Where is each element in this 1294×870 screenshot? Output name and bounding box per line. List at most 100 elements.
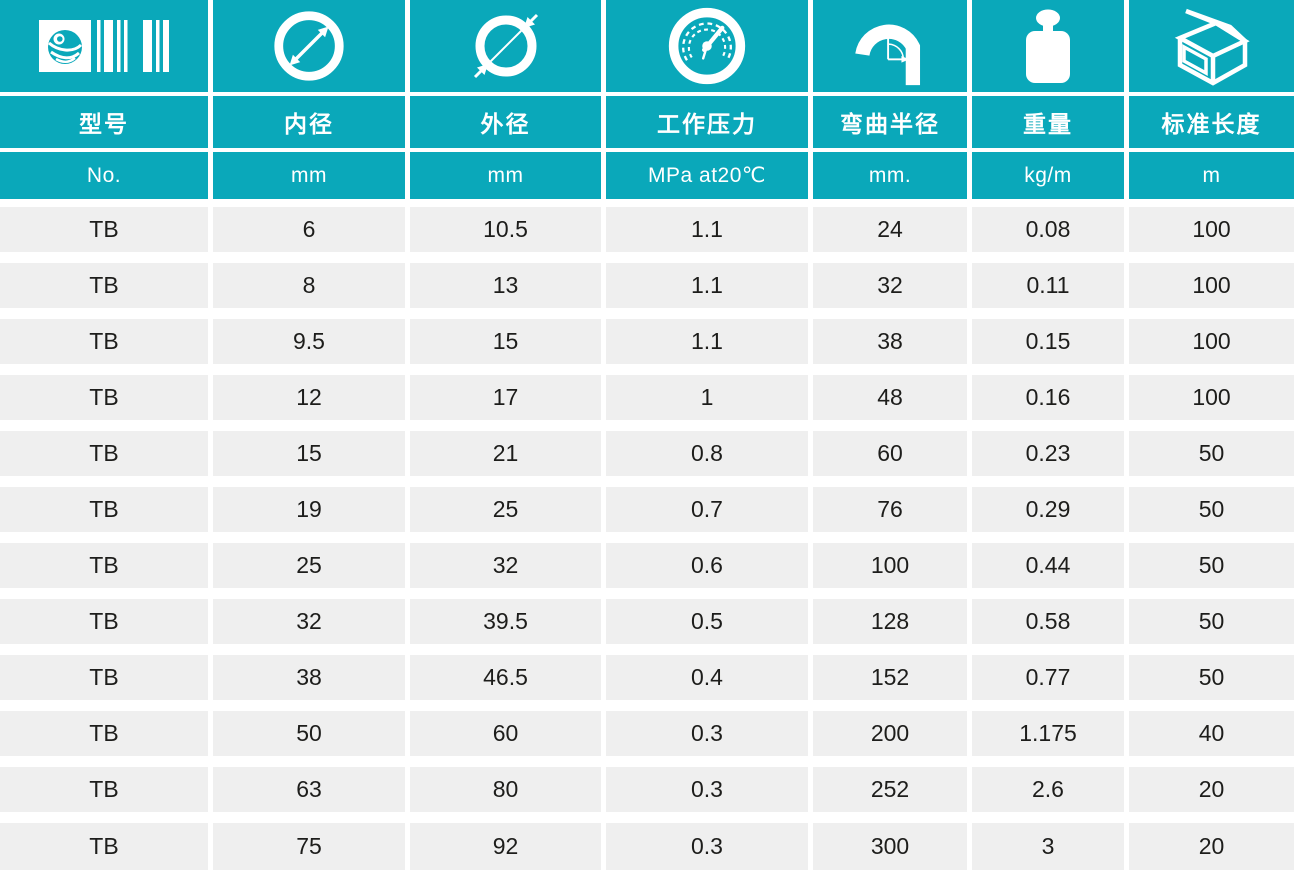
table-cell-model: TB — [0, 655, 208, 700]
table-cell-outer-diameter: 60 — [410, 711, 601, 756]
table-cell-outer-diameter: 25 — [410, 487, 601, 532]
table-cell-working-pressure: 1.1 — [606, 319, 808, 364]
table-cell-standard-length: 50 — [1129, 655, 1294, 700]
table-cell-outer-diameter: 10.5 — [410, 207, 601, 252]
table-cell-outer-diameter: 92 — [410, 823, 601, 870]
column-unit-working-pressure: MPa at20℃ — [606, 152, 808, 199]
table-cell-outer-diameter: 13 — [410, 263, 601, 308]
column-title-weight: 重量 — [972, 96, 1124, 148]
table-cell-bend-radius: 300 — [813, 823, 967, 870]
table-cell-model: TB — [0, 767, 208, 812]
table-cell-model: TB — [0, 711, 208, 756]
bend-radius-icon — [840, 5, 940, 87]
table-cell-inner-diameter: 50 — [213, 711, 405, 756]
table-cell-standard-length: 40 — [1129, 711, 1294, 756]
table-cell-bend-radius: 24 — [813, 207, 967, 252]
table-cell-bend-radius: 100 — [813, 543, 967, 588]
table-cell-standard-length: 100 — [1129, 207, 1294, 252]
column-title-standard-length: 标准长度 — [1129, 96, 1294, 148]
table-row: TB 12 17 1 48 0.16 100 — [0, 375, 1294, 420]
table-cell-working-pressure: 0.4 — [606, 655, 808, 700]
table-cell-bend-radius: 38 — [813, 319, 967, 364]
table-body: TB 6 10.5 1.1 24 0.08 100 TB 8 13 1.1 32 0.11 100 TB 9.… — [0, 207, 1294, 870]
table-cell-working-pressure: 1.1 — [606, 207, 808, 252]
table-cell-working-pressure: 0.8 — [606, 431, 808, 476]
table-cell-standard-length: 100 — [1129, 319, 1294, 364]
table-cell-bend-radius: 60 — [813, 431, 967, 476]
table-cell-weight: 2.6 — [972, 767, 1124, 812]
table-cell-weight: 0.11 — [972, 263, 1124, 308]
table-cell-working-pressure: 1 — [606, 375, 808, 420]
column-unit-standard-length: m — [1129, 152, 1294, 199]
table-row: TB 38 46.5 0.4 152 0.77 50 — [0, 655, 1294, 700]
table-cell-inner-diameter: 32 — [213, 599, 405, 644]
table-row: TB 8 13 1.1 32 0.11 100 — [0, 263, 1294, 308]
table-cell-weight: 0.16 — [972, 375, 1124, 420]
table-cell-weight: 0.15 — [972, 319, 1124, 364]
table-cell-working-pressure: 0.5 — [606, 599, 808, 644]
table-cell-working-pressure: 0.3 — [606, 823, 808, 870]
column-title-inner-diameter: 内径 — [213, 96, 405, 148]
icon-cell-inner-diameter — [213, 0, 405, 92]
inner-diameter-icon — [269, 6, 349, 86]
table-cell-working-pressure: 0.7 — [606, 487, 808, 532]
table-row: TB 25 32 0.6 100 0.44 50 — [0, 543, 1294, 588]
table-cell-inner-diameter: 6 — [213, 207, 405, 252]
column-title-model: 型号 — [0, 96, 208, 148]
table-cell-bend-radius: 252 — [813, 767, 967, 812]
table-cell-model: TB — [0, 263, 208, 308]
table-cell-outer-diameter: 46.5 — [410, 655, 601, 700]
table-cell-model: TB — [0, 431, 208, 476]
icon-row — [0, 0, 1294, 92]
table-cell-bend-radius: 76 — [813, 487, 967, 532]
table-cell-weight: 0.08 — [972, 207, 1124, 252]
table-cell-inner-diameter: 9.5 — [213, 319, 405, 364]
table-cell-bend-radius: 48 — [813, 375, 967, 420]
table-cell-standard-length: 100 — [1129, 375, 1294, 420]
table-cell-standard-length: 20 — [1129, 767, 1294, 812]
table-cell-inner-diameter: 19 — [213, 487, 405, 532]
table-cell-weight: 0.23 — [972, 431, 1124, 476]
table-cell-weight: 0.44 — [972, 543, 1124, 588]
column-unit-model: No. — [0, 152, 208, 199]
table-row: TB 19 25 0.7 76 0.29 50 — [0, 487, 1294, 532]
table-cell-model: TB — [0, 319, 208, 364]
column-unit-weight: kg/m — [972, 152, 1124, 199]
icon-cell-outer-diameter — [410, 0, 601, 92]
table-cell-standard-length: 50 — [1129, 431, 1294, 476]
table-row: TB 75 92 0.3 300 3 20 — [0, 823, 1294, 870]
table-cell-standard-length: 50 — [1129, 599, 1294, 644]
outer-diameter-icon — [465, 5, 547, 87]
table-cell-outer-diameter: 21 — [410, 431, 601, 476]
pressure-gauge-icon — [666, 5, 748, 87]
table-cell-working-pressure: 1.1 — [606, 263, 808, 308]
logo-barcode-icon — [39, 20, 169, 72]
table-row: TB 32 39.5 0.5 128 0.58 50 — [0, 599, 1294, 644]
unit-row: No. mm mm MPa at20℃ mm. kg/m m — [0, 152, 1294, 199]
carton-box-icon — [1158, 3, 1266, 89]
table-row: TB 6 10.5 1.1 24 0.08 100 — [0, 207, 1294, 252]
icon-cell-weight — [972, 0, 1124, 92]
column-title-bend-radius: 弯曲半径 — [813, 96, 967, 148]
icon-cell-bend-radius — [813, 0, 967, 92]
table-cell-model: TB — [0, 207, 208, 252]
table-cell-weight: 3 — [972, 823, 1124, 870]
table-cell-inner-diameter: 75 — [213, 823, 405, 870]
table-cell-weight: 0.77 — [972, 655, 1124, 700]
table-cell-inner-diameter: 15 — [213, 431, 405, 476]
table-cell-bend-radius: 128 — [813, 599, 967, 644]
table-cell-model: TB — [0, 823, 208, 870]
table-cell-model: TB — [0, 375, 208, 420]
table-cell-bend-radius: 200 — [813, 711, 967, 756]
column-unit-outer-diameter: mm — [410, 152, 601, 199]
table-cell-bend-radius: 32 — [813, 263, 967, 308]
table-cell-working-pressure: 0.3 — [606, 711, 808, 756]
table-cell-inner-diameter: 8 — [213, 263, 405, 308]
table-cell-bend-radius: 152 — [813, 655, 967, 700]
table-cell-working-pressure: 0.3 — [606, 767, 808, 812]
table-row: TB 63 80 0.3 252 2.6 20 — [0, 767, 1294, 812]
column-unit-bend-radius: mm. — [813, 152, 967, 199]
table-cell-standard-length: 50 — [1129, 543, 1294, 588]
column-unit-inner-diameter: mm — [213, 152, 405, 199]
